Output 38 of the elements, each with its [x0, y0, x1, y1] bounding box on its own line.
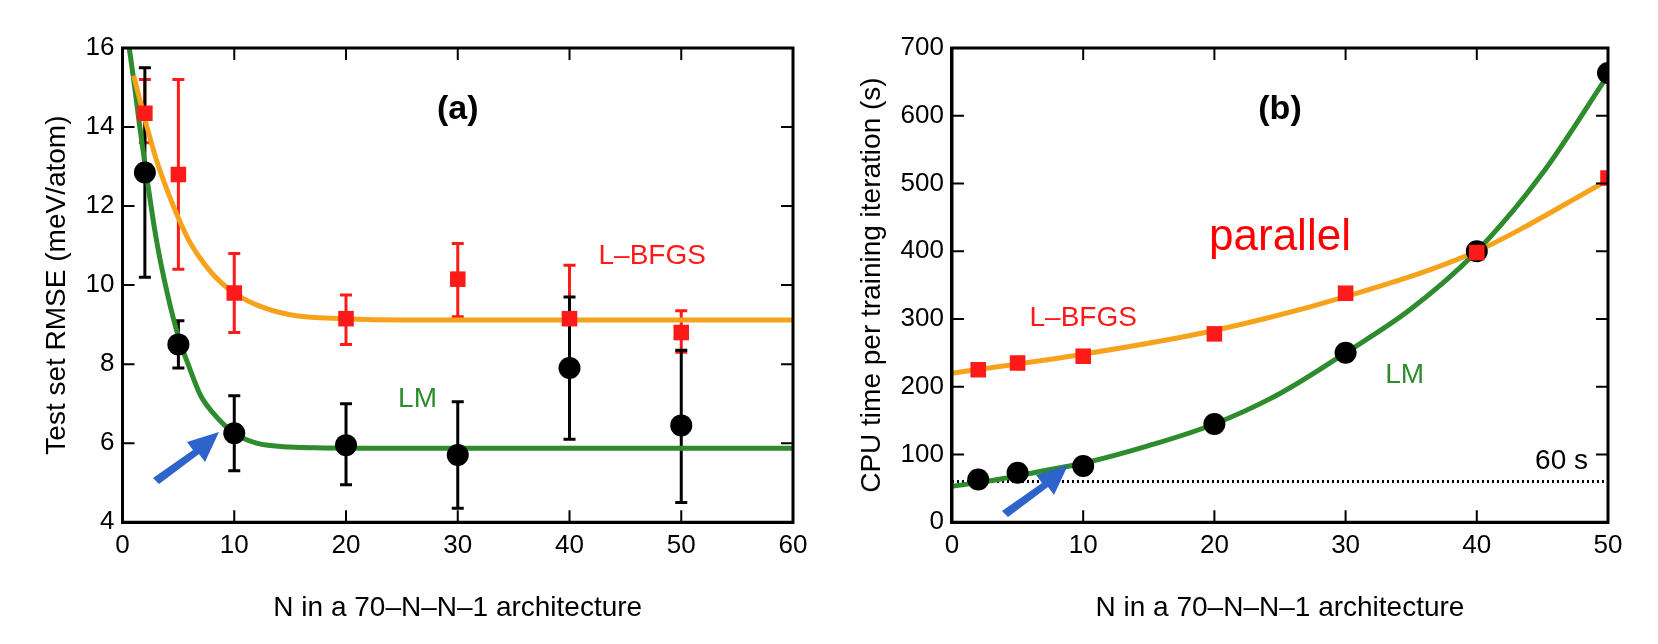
y-tick-label: 100 — [900, 437, 944, 468]
x-tick-label: 10 — [1068, 528, 1098, 559]
y-tick-label: 700 — [900, 31, 944, 62]
x-tick-label: 10 — [219, 528, 249, 559]
y-tick-label: 10 — [85, 268, 115, 299]
y-tick-label: 0 — [929, 505, 944, 536]
x-tick-label: 50 — [666, 528, 696, 559]
y-axis-title: Test set RMSE (meV/atom) — [39, 115, 71, 455]
y-tick-label: 8 — [100, 347, 115, 378]
y-tick-label: 6 — [100, 426, 115, 457]
y-tick-label: 200 — [900, 369, 944, 400]
y-tick-label: 400 — [900, 234, 944, 265]
ref-line-label: 60 s — [1535, 444, 1588, 476]
y-tick-label: 4 — [100, 505, 115, 536]
series-label: L–BFGS — [598, 239, 706, 271]
x-tick-label: 40 — [555, 528, 584, 559]
x-axis-title: N in a 70–N–N–1 architecture — [1095, 590, 1465, 622]
x-tick-label: 20 — [331, 528, 361, 559]
y-tick-label: 16 — [85, 31, 115, 62]
x-axis-title: N in a 70–N–N–1 architecture — [273, 590, 643, 622]
y-tick-label: 12 — [85, 189, 115, 220]
x-tick-label: 60 — [778, 528, 808, 559]
x-tick-label: 30 — [443, 528, 473, 559]
series-label: LM — [1385, 357, 1425, 389]
annotation: (b) — [1258, 88, 1302, 127]
y-tick-label: 500 — [900, 166, 944, 197]
x-tick-label: 30 — [1331, 528, 1361, 559]
y-tick-label: 14 — [85, 110, 115, 141]
annotation: parallel — [1209, 209, 1351, 259]
x-tick-label: 20 — [1199, 528, 1229, 559]
annotation: (a) — [436, 88, 479, 127]
series-label: L–BFGS — [1029, 301, 1137, 333]
series-label: LM — [398, 381, 437, 413]
y-axis-title: CPU time per training iteration (s) — [854, 77, 886, 493]
x-tick-label: 50 — [1593, 528, 1623, 559]
x-tick-label: 40 — [1462, 528, 1492, 559]
y-tick-label: 600 — [900, 98, 944, 129]
y-tick-label: 300 — [900, 302, 944, 333]
